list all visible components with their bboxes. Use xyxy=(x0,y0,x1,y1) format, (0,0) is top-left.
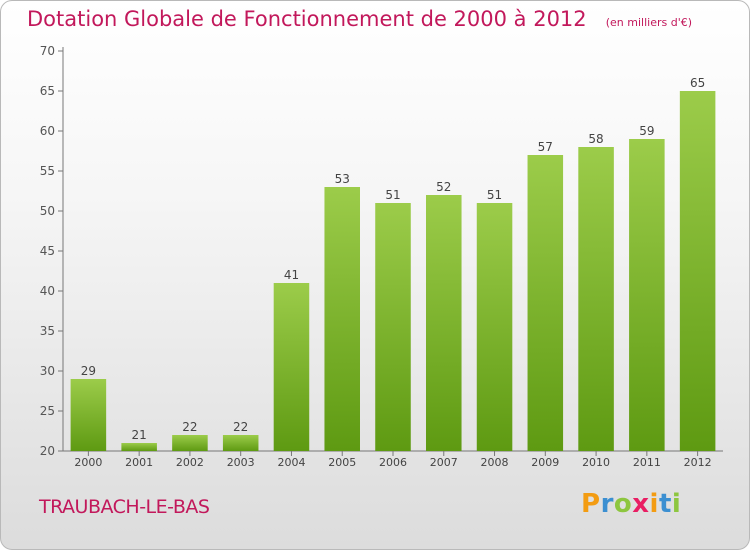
bar-value-label: 65 xyxy=(690,76,705,90)
proxiti-logo: Proxiti xyxy=(581,489,682,519)
x-tick-label: 2012 xyxy=(684,456,712,469)
y-tick-label: 60 xyxy=(40,124,55,138)
bar-value-label: 53 xyxy=(335,172,350,186)
x-tick-label: 2003 xyxy=(227,456,255,469)
bar-value-label: 22 xyxy=(233,420,248,434)
bar-value-label: 22 xyxy=(182,420,197,434)
x-tick-label: 2010 xyxy=(582,456,610,469)
x-tick-label: 2000 xyxy=(74,456,102,469)
chart-unit: (en milliers d'€) xyxy=(605,16,693,29)
chart-title: Dotation Globale de Fonctionnement de 20… xyxy=(27,7,692,31)
bar xyxy=(476,203,513,451)
bar-value-label: 51 xyxy=(385,188,400,202)
x-tick-label: 2007 xyxy=(430,456,458,469)
y-tick-label: 25 xyxy=(40,404,55,418)
y-tick-label: 65 xyxy=(40,84,55,98)
x-tick-label: 2011 xyxy=(633,456,661,469)
bar xyxy=(679,91,716,451)
bar-value-label: 59 xyxy=(639,124,654,138)
bar xyxy=(426,195,462,451)
bar xyxy=(70,379,107,451)
x-tick-label: 2009 xyxy=(531,456,559,469)
x-tick-label: 2005 xyxy=(328,456,356,469)
y-tick-label: 45 xyxy=(40,244,55,258)
x-tick-label: 2004 xyxy=(277,456,305,469)
y-tick-label: 30 xyxy=(40,364,55,378)
y-tick-label: 35 xyxy=(40,324,55,338)
bar-value-label: 58 xyxy=(588,132,603,146)
bar xyxy=(375,203,411,451)
bar xyxy=(273,283,310,451)
bar xyxy=(222,435,259,451)
bar-value-label: 21 xyxy=(132,428,147,442)
bar xyxy=(527,155,564,451)
bar-value-label: 57 xyxy=(538,140,553,154)
chart-title-text: Dotation Globale de Fonctionnement de 20… xyxy=(27,7,587,31)
bar-value-label: 52 xyxy=(436,180,451,194)
bar xyxy=(324,187,360,451)
y-tick-label: 40 xyxy=(40,284,55,298)
bar-value-label: 41 xyxy=(284,268,299,282)
y-tick-label: 50 xyxy=(40,204,55,218)
y-tick-label: 20 xyxy=(40,444,55,458)
x-tick-label: 2002 xyxy=(176,456,204,469)
bar xyxy=(578,147,614,451)
x-tick-label: 2006 xyxy=(379,456,407,469)
bar xyxy=(172,435,208,451)
x-tick-label: 2008 xyxy=(481,456,509,469)
bar-value-label: 29 xyxy=(81,364,96,378)
y-tick-label: 70 xyxy=(40,44,55,58)
y-tick-label: 55 xyxy=(40,164,55,178)
bar-value-label: 51 xyxy=(487,188,502,202)
x-tick-label: 2001 xyxy=(125,456,153,469)
commune-name: TRAUBACH-LE-BAS xyxy=(39,496,210,518)
bar xyxy=(629,139,665,451)
bar xyxy=(121,443,157,451)
